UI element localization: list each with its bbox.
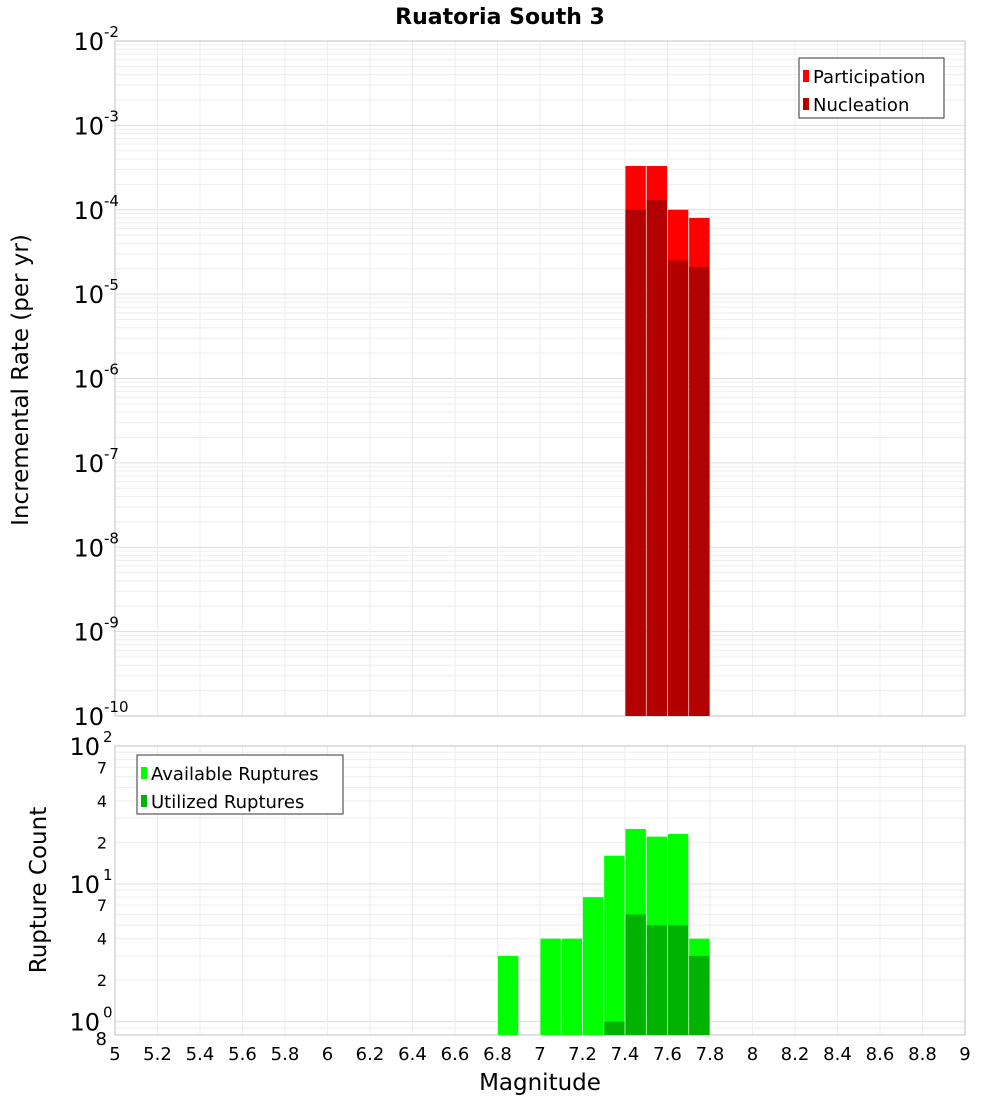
top-y-tick-exponent: -8: [104, 529, 119, 547]
bottom-bar-s1: [625, 914, 646, 1035]
top-y-tick-exponent: -3: [104, 107, 119, 125]
x-tick-label: 7: [534, 1044, 545, 1065]
top-y-tick-base: 10: [73, 197, 104, 225]
x-tick-label: 5: [109, 1044, 120, 1065]
bottom-legend-label: Available Ruptures: [151, 764, 319, 785]
bottom-legend-label: Utilized Ruptures: [151, 792, 304, 813]
top-y-tick-exponent: -6: [104, 361, 119, 379]
top-bar-s1: [689, 266, 710, 716]
top-bars: [625, 166, 710, 717]
bottom-y-minor-tick-label: 4: [97, 930, 107, 949]
top-y-tick-base: 10: [73, 112, 104, 140]
bottom-y-minor-tick-label: 2: [97, 971, 107, 990]
bottom-bar-s0: [561, 938, 583, 1035]
x-tick-label: 8.6: [866, 1044, 895, 1065]
top-y-tick-base: 10: [73, 703, 104, 731]
x-tick-label: 7.2: [568, 1044, 597, 1065]
top-y-tick-exponent: -7: [104, 445, 119, 463]
top-legend-label: Nucleation: [813, 95, 909, 116]
top-y-tick-exponent: -2: [104, 23, 119, 41]
top-legend-swatch: [803, 98, 809, 110]
top-grid: [114, 40, 966, 717]
bottom-y-major-tick-base: 10: [69, 871, 100, 899]
x-tick-label: 7.6: [653, 1044, 682, 1065]
x-tick-label: 8.4: [823, 1044, 852, 1065]
x-tick-label: 9: [959, 1044, 970, 1065]
top-y-tick-base: 10: [73, 450, 104, 478]
x-tick-label: 5.2: [143, 1044, 172, 1065]
top-legend-label: Participation: [813, 67, 925, 88]
x-tick-label: 6.4: [398, 1044, 427, 1065]
top-y-tick-exponent: -5: [104, 276, 119, 294]
top-legend: Participation Nucleation: [798, 57, 945, 119]
top-legend-swatch: [803, 70, 809, 82]
x-tick-label: 5.6: [228, 1044, 257, 1065]
bottom-y-minor-tick-label: 4: [97, 792, 107, 811]
x-tick-label: 8.8: [908, 1044, 937, 1065]
bottom-y-minor-tick-label: 7: [97, 758, 107, 777]
bottom-legend-swatch: [141, 795, 147, 807]
bottom-bar-s0: [582, 897, 604, 1035]
top-legend-box: [798, 57, 945, 119]
x-tick-label: 6: [322, 1044, 333, 1065]
bottom-y-minor-tick-label: 2: [97, 833, 107, 852]
x-tick-label: 6.6: [441, 1044, 470, 1065]
bottom-legend: Available Ruptures Utilized Ruptures: [136, 754, 344, 815]
bottom-y-major-tick-base: 10: [69, 733, 100, 761]
x-tick-label: 6.8: [483, 1044, 512, 1065]
bottom-legend-swatch: [141, 767, 147, 779]
bottom-y-major-tick-exponent: 0: [103, 1004, 113, 1022]
bottom-legend-box: [136, 754, 344, 815]
bottom-bar-s0: [540, 938, 561, 1035]
top-bar-s1: [667, 260, 689, 716]
bottom-y-minor-tick-label: 8: [96, 1029, 107, 1050]
x-tick-label: 7.4: [611, 1044, 640, 1065]
x-tick-label: 5.4: [186, 1044, 215, 1065]
x-axis-label: Magnitude: [479, 1070, 601, 1096]
top-y-tick-exponent: -9: [104, 614, 119, 632]
bottom-plot-border: [114, 745, 966, 1036]
chart-title: Ruatoria South 3: [395, 5, 605, 30]
bottom-y-major-tick-exponent: 1: [103, 866, 113, 884]
top-y-tick-base: 10: [73, 281, 104, 309]
x-tick-label: 8.2: [781, 1044, 810, 1065]
top-bar-s1: [646, 200, 668, 716]
top-bar-s1: [625, 209, 646, 716]
bottom-y-major-tick-base: 10: [69, 1009, 100, 1037]
top-y-axis-label: Incremental Rate (per yr): [8, 234, 34, 526]
bottom-y-major-tick-exponent: 2: [103, 728, 113, 746]
x-tick-label: 6.2: [356, 1044, 385, 1065]
top-y-tick-base: 10: [73, 534, 104, 562]
bottom-y-minor-tick-label: 7: [97, 896, 107, 915]
bottom-bar-s0: [604, 855, 625, 1035]
x-ticks: 5 5.2 5.4 5.6 5.8 6 6.2 6.4 6.6 6.8 7 7.2 7.4 7.6 7.8 8…: [109, 1044, 970, 1065]
x-tick-label: 7.8: [696, 1044, 725, 1065]
top-y-tick-base: 10: [73, 366, 104, 394]
bottom-bar-s1: [646, 925, 668, 1035]
bottom-bar-s1: [667, 925, 689, 1035]
bottom-bars: [497, 828, 710, 1035]
bottom-bar-s1: [604, 1021, 625, 1035]
top-y-tick-exponent: -10: [104, 698, 129, 716]
top-y-tick-exponent: -4: [104, 192, 119, 210]
top-y-tick-base: 10: [73, 619, 104, 647]
x-tick-label: 8: [747, 1044, 758, 1065]
bottom-bar-s0: [497, 955, 519, 1035]
top-plot-border: [114, 40, 966, 717]
bottom-y-axis-label: Rupture Count: [26, 807, 52, 973]
top-y-tick-base: 10: [73, 28, 104, 56]
x-tick-label: 5.8: [271, 1044, 300, 1065]
bottom-bar-s1: [689, 955, 710, 1035]
